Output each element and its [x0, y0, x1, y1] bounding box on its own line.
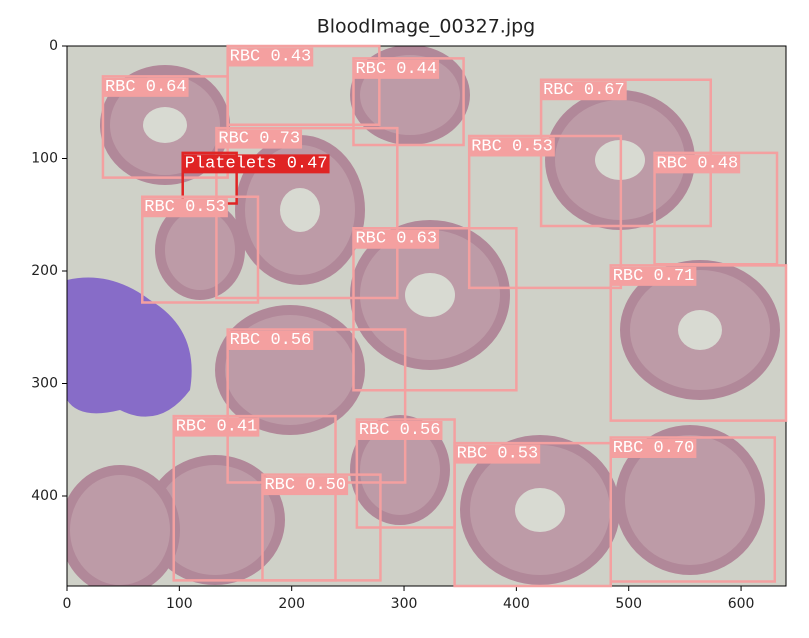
- box-label-bg: [610, 438, 697, 458]
- box-label-bg: [262, 476, 349, 496]
- box-label-bg: [610, 266, 697, 286]
- box-label: RBC 0.64: [105, 78, 187, 97]
- chart-title: BloodImage_00327.jpg: [317, 16, 536, 38]
- box-label-bg: [227, 47, 314, 67]
- x-tick-label: 0: [63, 596, 72, 612]
- box-label: RBC 0.44: [355, 60, 437, 79]
- box-label: RBC 0.53: [144, 198, 226, 217]
- box-label-bg: [173, 417, 260, 437]
- x-tick-label: 400: [503, 596, 530, 612]
- x-tick-label: 600: [728, 596, 755, 612]
- bounding-box: [352, 57, 465, 147]
- y-tick-label: 300: [31, 376, 58, 392]
- bounding-box: [609, 264, 788, 422]
- box-label: RBC 0.53: [457, 445, 539, 464]
- box-label: Platelets 0.47: [185, 154, 328, 173]
- y-tick-label: 200: [31, 263, 58, 279]
- box-label-bg: [654, 154, 741, 174]
- box-label: RBC 0.70: [613, 439, 695, 458]
- box-label-bg: [182, 154, 330, 174]
- box-label: RBC 0.56: [230, 331, 312, 350]
- box-label-bg: [541, 81, 627, 101]
- bounding-box: [467, 134, 623, 290]
- box-label-bg: [353, 59, 440, 79]
- box-label-bg: [216, 129, 303, 149]
- box-label-bg: [469, 137, 555, 157]
- box-label: RBC 0.41: [176, 418, 258, 437]
- bounding-box: [226, 44, 381, 126]
- box-label: RBC 0.48: [657, 154, 739, 173]
- bounding-box: [172, 414, 337, 582]
- box-label-bg: [102, 77, 189, 97]
- box-label: RBC 0.43: [230, 47, 312, 66]
- box-label-bg: [227, 330, 314, 350]
- x-tick-label: 300: [391, 596, 418, 612]
- y-tick-label: 100: [31, 151, 58, 167]
- box-label: RBC 0.63: [355, 230, 437, 249]
- y-tick-label: 400: [31, 488, 58, 504]
- box-label-bg: [142, 198, 228, 218]
- box-label: RBC 0.53: [471, 137, 553, 156]
- box-label: RBC 0.56: [359, 421, 441, 440]
- bounding-box: [261, 473, 382, 582]
- bounding-box: [609, 436, 777, 583]
- box-label-bg: [353, 229, 440, 249]
- box-label-bg: [356, 420, 443, 440]
- box-label: RBC 0.71: [613, 267, 695, 286]
- y-tick-label: 0: [49, 38, 58, 54]
- box-label-bg: [454, 444, 541, 464]
- bounding-box: [141, 195, 260, 304]
- box-label: RBC 0.50: [264, 476, 346, 495]
- x-tick-label: 500: [615, 596, 642, 612]
- box-label: RBC 0.73: [218, 130, 300, 149]
- bounding-box: [352, 227, 518, 392]
- box-label: RBC 0.67: [543, 81, 625, 100]
- x-tick-label: 200: [278, 596, 305, 612]
- x-tick-label: 100: [166, 596, 193, 612]
